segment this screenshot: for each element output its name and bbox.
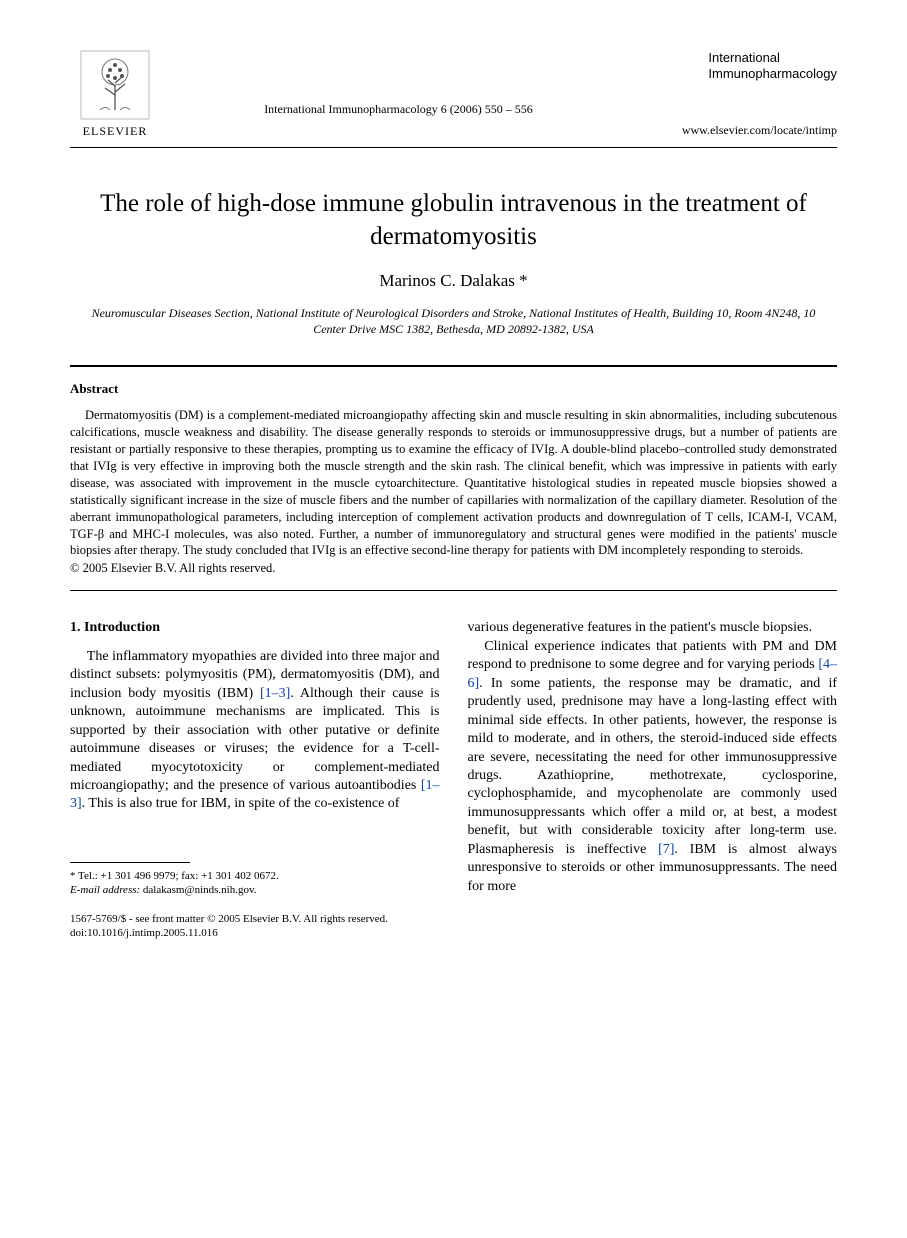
citation-link[interactable]: [1–3]: [260, 686, 290, 701]
citation-line: International Immunopharmacology 6 (2006…: [160, 50, 637, 117]
abstract-heading: Abstract: [70, 381, 837, 397]
citation-link[interactable]: [7]: [658, 842, 674, 857]
journal-name-line2: Immunopharmacology: [708, 66, 837, 81]
post-abstract-rule: [70, 590, 837, 591]
front-matter-line: 1567-5769/$ - see front matter © 2005 El…: [70, 912, 440, 926]
footnote-email-line: E-mail address: dalakasm@ninds.nih.gov.: [70, 883, 440, 897]
header-rule: [70, 147, 837, 148]
intro-paragraph-2: Clinical experience indicates that patie…: [468, 638, 838, 897]
pre-abstract-rule: [70, 365, 837, 367]
elsevier-tree-icon: [80, 50, 150, 120]
column-left: 1. Introduction The inflammatory myopath…: [70, 619, 440, 940]
corresponding-author-footnote: * Tel.: +1 301 496 9979; fax: +1 301 402…: [70, 869, 440, 898]
journal-url: www.elsevier.com/locate/intimp: [682, 123, 837, 138]
article-bottom-meta: 1567-5769/$ - see front matter © 2005 El…: [70, 912, 440, 941]
text-span: . This is also true for IBM, in spite of…: [82, 796, 400, 811]
email-label: E-mail address:: [70, 884, 140, 896]
journal-name: International Immunopharmacology: [708, 50, 837, 83]
email-address: dalakasm@ninds.nih.gov.: [140, 884, 256, 896]
intro-paragraph-1: The inflammatory myopathies are divided …: [70, 648, 440, 814]
body-columns: 1. Introduction The inflammatory myopath…: [70, 619, 837, 940]
article-header: ELSEVIER International Immunopharmacolog…: [70, 50, 837, 139]
publisher-label: ELSEVIER: [83, 124, 148, 139]
author-name: Marinos C. Dalakas *: [70, 271, 837, 291]
journal-block: International Immunopharmacology www.els…: [637, 50, 837, 138]
author-affiliation: Neuromuscular Diseases Section, National…: [90, 305, 817, 337]
text-span: . In some patients, the response may be …: [468, 676, 838, 857]
abstract-text: Dermatomyositis (DM) is a complement-med…: [70, 407, 837, 559]
footnote-separator: [70, 862, 190, 863]
footnote-contact: * Tel.: +1 301 496 9979; fax: +1 301 402…: [70, 869, 440, 883]
section-heading-introduction: 1. Introduction: [70, 619, 440, 637]
article-title: The role of high-dose immune globulin in…: [100, 188, 807, 253]
text-span: Clinical experience indicates that patie…: [468, 639, 838, 672]
doi-line: doi:10.1016/j.intimp.2005.11.016: [70, 926, 440, 940]
column-right: various degenerative features in the pat…: [468, 619, 838, 940]
text-span: . Although their cause is unknown, autoi…: [70, 686, 440, 793]
abstract-copyright: © 2005 Elsevier B.V. All rights reserved…: [70, 561, 837, 576]
intro-paragraph-1-cont: various degenerative features in the pat…: [468, 619, 838, 637]
journal-name-line1: International: [708, 50, 780, 65]
publisher-logo-block: ELSEVIER: [70, 50, 160, 139]
